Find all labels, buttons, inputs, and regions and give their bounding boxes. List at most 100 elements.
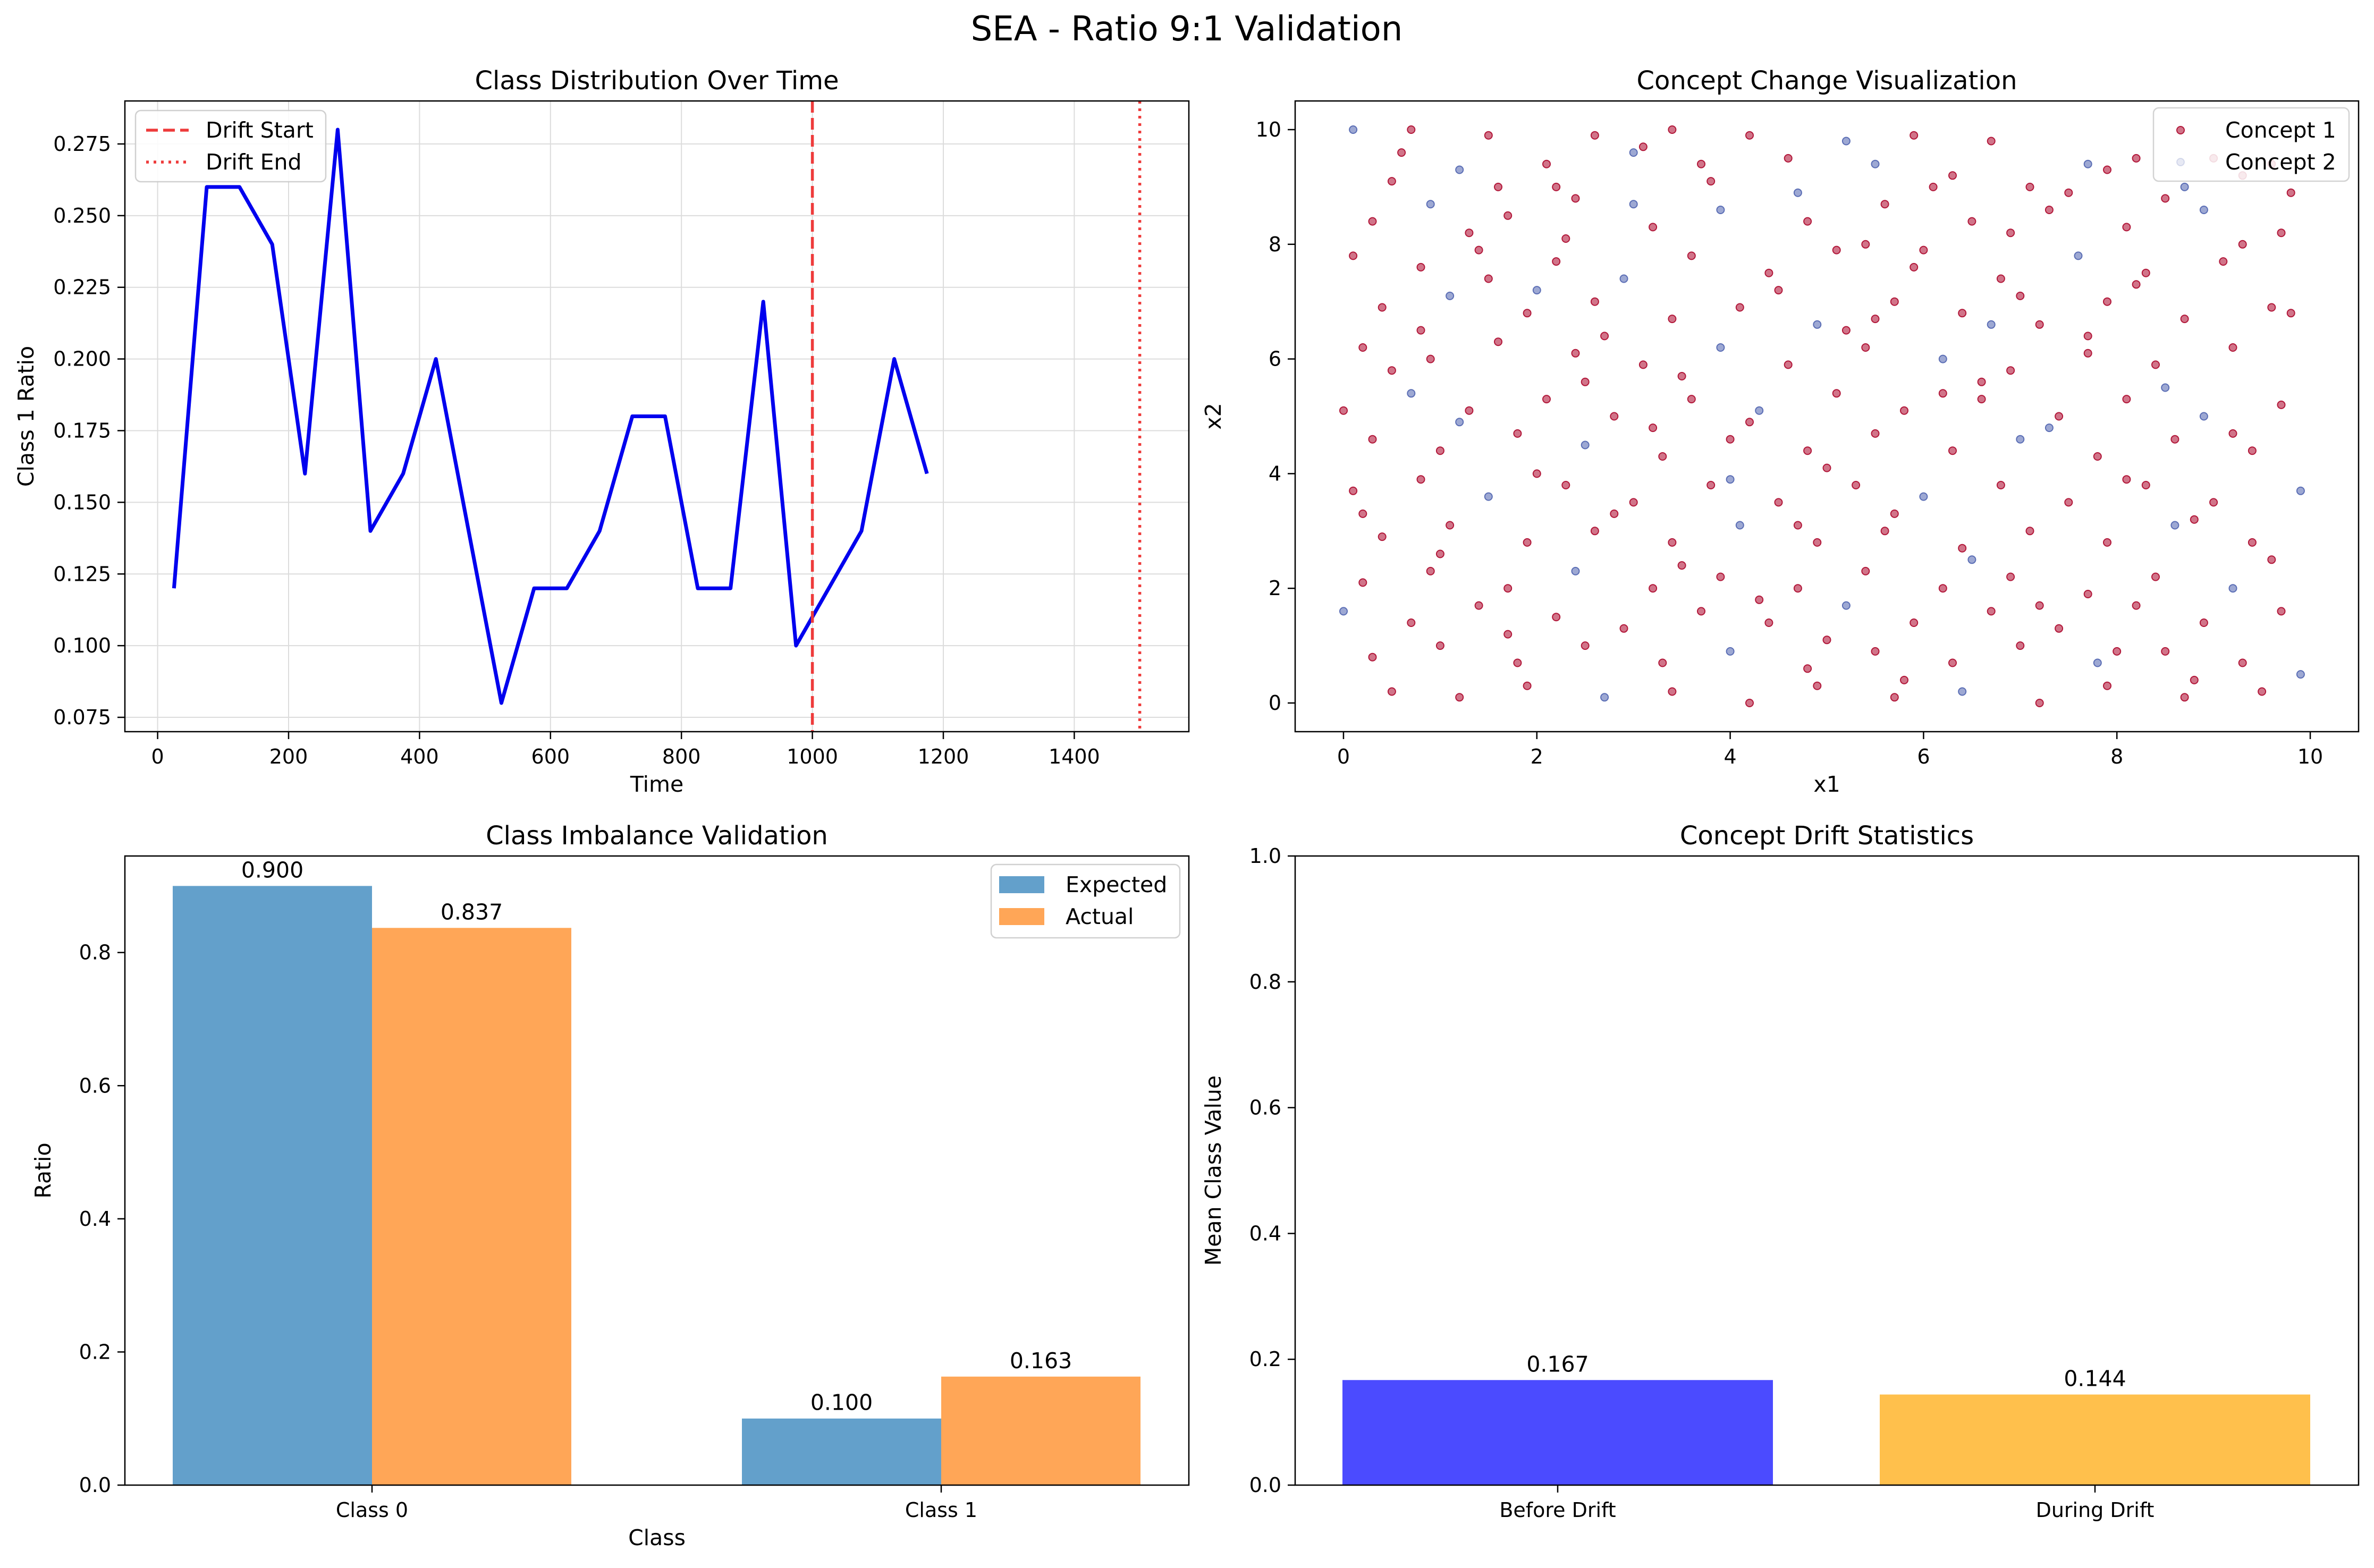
scatter-point-concept-1: [1890, 693, 1899, 702]
bar-during-drift: [1880, 1394, 2310, 1485]
scatter-point-concept-1: [1494, 337, 1502, 346]
scatter-point-concept-1: [1958, 544, 1967, 553]
scatter-point-concept-1: [1803, 664, 1812, 673]
scatter-point-concept-1: [1416, 262, 1425, 272]
legend-concept-2: Concept 2: [2225, 149, 2336, 175]
axes-frame: [124, 100, 1190, 733]
scatter-point-concept-1: [1465, 228, 1474, 238]
scatter-point-concept-1: [2286, 309, 2295, 318]
scatter-point-concept-1: [1977, 377, 1986, 386]
bar-before-drift: [1342, 1380, 1773, 1485]
scatter-point-concept-1: [1687, 395, 1696, 404]
scatter-point-concept-1: [1600, 332, 1609, 341]
series-line-class-1-ratio: [172, 128, 929, 705]
legend-box: [2152, 107, 2350, 182]
scatter-point-concept-2: [2170, 521, 2179, 530]
scatter-point-concept-1: [1929, 182, 1938, 191]
y-tick-label: 0.6: [79, 1074, 111, 1097]
scatter-point-concept-1: [2103, 538, 2111, 547]
scatter-point-concept-2: [1339, 607, 1348, 616]
y-tick-label: 0.0: [1249, 1473, 1281, 1497]
scatter-point-concept-2: [1755, 406, 1764, 415]
scatter-point-concept-1: [1745, 131, 1754, 140]
scatter-point-concept-1: [1977, 395, 1986, 404]
scatter-point-concept-1: [1455, 693, 1464, 702]
legend-swatch: [2176, 126, 2185, 134]
scatter-point-concept-1: [1745, 699, 1754, 707]
scatter-point-concept-1: [2083, 332, 2092, 341]
scatter-point-concept-1: [1542, 159, 1551, 168]
scatter-point-concept-1: [1532, 469, 1541, 478]
scatter-point-concept-1: [2044, 206, 2054, 214]
bar-value-label: 0.167: [1526, 1351, 1589, 1377]
scatter-point-concept-2: [1571, 566, 1580, 575]
scatter-point-concept-1: [2006, 366, 2015, 375]
scatter-point-concept-1: [1764, 268, 1773, 277]
scatter-point-concept-1: [2277, 228, 2286, 238]
scatter-point-concept-1: [2190, 515, 2199, 524]
y-tick-label: 6: [1269, 347, 1281, 371]
scatter-point-concept-2: [1619, 274, 1628, 283]
panel-class-imbalance: 0.900 0.100 0.837 0.163 Class Imbalance Vali…: [30, 821, 1190, 1550]
scatter-point-concept-1: [2180, 315, 2189, 324]
scatter-point-concept-1: [2248, 446, 2257, 455]
y-tick-label: 0.2: [1249, 1347, 1281, 1371]
scatter-point-concept-1: [1339, 406, 1348, 415]
scatter-point-concept-1: [2238, 240, 2247, 249]
y-tick-label: 0.100: [53, 634, 111, 657]
scatter-point-concept-1: [1638, 142, 1648, 151]
scatter-point-concept-1: [1649, 584, 1658, 593]
scatter-point-concept-1: [1706, 481, 1716, 489]
y-tick-label: 0.6: [1249, 1096, 1281, 1120]
scatter-point-concept-2: [1735, 521, 1744, 530]
x-tick-label: 1000: [787, 745, 838, 768]
x-tick-label: 200: [269, 745, 308, 768]
scatter-point-concept-2: [2016, 435, 2025, 444]
scatter-point-concept-1: [1368, 652, 1377, 662]
scatter-point-concept-1: [1387, 177, 1396, 186]
scatter-point-concept-1: [1484, 274, 1493, 283]
x-tick-label: 6: [1917, 745, 1930, 768]
bar-actual-class-0: [372, 928, 571, 1485]
scatter-point-concept-1: [2199, 618, 2208, 627]
axes-frame: [124, 855, 1190, 1486]
scatter-point-concept-1: [1358, 578, 1367, 587]
legend: Concept 1 Concept 2: [2152, 107, 2350, 182]
scatter-point-concept-1: [2064, 188, 2073, 197]
scatter-point-concept-1: [1774, 498, 1783, 507]
scatter-point-concept-1: [2180, 693, 2189, 702]
chart-title: Class Distribution Over Time: [475, 66, 839, 96]
legend-swatch: [999, 876, 1044, 893]
scatter-point-concept-1: [2151, 360, 2160, 369]
scatter-point-concept-1: [1494, 182, 1502, 191]
scatter-point-concept-2: [1581, 440, 1590, 450]
x-tick-label: 0: [1337, 745, 1350, 768]
scatter-point-concept-1: [1987, 607, 1996, 616]
scatter-point-concept-1: [2228, 429, 2237, 438]
scatter-point-concept-2: [1841, 601, 1851, 610]
scatter-point-concept-1: [1503, 211, 1513, 220]
scatter-point-concept-1: [2025, 527, 2034, 536]
scatter-point-concept-1: [1996, 481, 2005, 489]
y-tick-label: 0.0: [79, 1473, 111, 1497]
scatter-point-concept-1: [1948, 171, 1957, 180]
scatter-point-concept-1: [1784, 360, 1793, 369]
y-tick-label: 0.200: [53, 347, 111, 371]
y-tick-label: 10: [1256, 118, 1281, 141]
scatter-point-concept-1: [1852, 481, 1861, 489]
y-tick-label: 4: [1269, 462, 1281, 485]
scatter-point-concept-1: [1513, 658, 1522, 667]
scatter-point-concept-1: [1523, 681, 1532, 690]
scatter-point-concept-2: [2083, 159, 2092, 168]
scatter-point-concept-1: [2209, 498, 2218, 507]
scatter-point-concept-1: [1610, 509, 1619, 518]
bar-actual-class-1: [941, 1376, 1140, 1485]
y-axis-label: Ratio: [30, 1142, 56, 1198]
scatter-point-concept-1: [1446, 521, 1455, 530]
scatter-point-concept-1: [2055, 412, 2064, 421]
scatter-point-concept-1: [1841, 326, 1851, 335]
scatter-point-concept-1: [1871, 429, 1880, 438]
scatter-point-concept-1: [2035, 320, 2044, 329]
scatter-point-concept-1: [1552, 613, 1561, 622]
